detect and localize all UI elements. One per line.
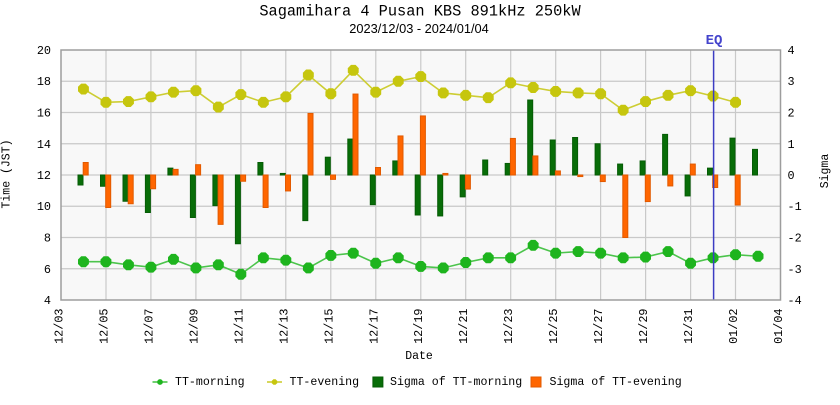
svg-text:12/07: 12/07 bbox=[142, 309, 156, 344]
svg-text:2023/12/03 - 2024/01/04: 2023/12/03 - 2024/01/04 bbox=[349, 21, 488, 36]
svg-text:-2: -2 bbox=[788, 232, 802, 246]
svg-text:12/27: 12/27 bbox=[592, 309, 606, 344]
svg-text:12/29: 12/29 bbox=[637, 309, 651, 344]
svg-text:4: 4 bbox=[788, 44, 795, 58]
svg-text:12/11: 12/11 bbox=[232, 309, 246, 344]
svg-text:18: 18 bbox=[37, 75, 51, 89]
svg-text:20: 20 bbox=[37, 44, 51, 58]
svg-text:12/25: 12/25 bbox=[547, 309, 561, 344]
svg-text:6: 6 bbox=[44, 263, 51, 277]
svg-text:Time (JST): Time (JST) bbox=[1, 139, 14, 208]
svg-text:EQ: EQ bbox=[706, 33, 723, 49]
svg-text:-3: -3 bbox=[788, 263, 802, 277]
svg-text:14: 14 bbox=[37, 138, 51, 152]
svg-text:12/03: 12/03 bbox=[53, 309, 67, 344]
svg-text:01/02: 01/02 bbox=[727, 309, 741, 344]
svg-text:Sigma: Sigma bbox=[819, 154, 832, 189]
svg-text:Sigma of TT-evening: Sigma of TT-evening bbox=[550, 376, 682, 389]
svg-text:12/23: 12/23 bbox=[502, 309, 516, 344]
svg-text:12/05: 12/05 bbox=[98, 309, 112, 344]
svg-text:10: 10 bbox=[37, 200, 51, 214]
svg-text:12/17: 12/17 bbox=[367, 309, 381, 344]
svg-text:3: 3 bbox=[788, 75, 795, 89]
svg-text:12/21: 12/21 bbox=[457, 309, 471, 344]
svg-text:16: 16 bbox=[37, 107, 51, 121]
svg-text:01/04: 01/04 bbox=[772, 309, 786, 344]
svg-text:Sagamihara 4 Pusan KBS 891kHz: Sagamihara 4 Pusan KBS 891kHz 250kW bbox=[259, 3, 581, 21]
svg-text:2: 2 bbox=[788, 107, 795, 121]
svg-text:4: 4 bbox=[44, 294, 51, 308]
svg-text:1: 1 bbox=[788, 138, 795, 152]
svg-text:12/09: 12/09 bbox=[187, 309, 201, 344]
svg-text:Sigma of TT-morning: Sigma of TT-morning bbox=[390, 376, 522, 389]
svg-text:12/31: 12/31 bbox=[682, 309, 696, 344]
svg-text:12/15: 12/15 bbox=[322, 309, 336, 344]
svg-text:12/19: 12/19 bbox=[412, 309, 426, 344]
svg-text:-1: -1 bbox=[788, 200, 802, 214]
svg-text:-4: -4 bbox=[788, 294, 802, 308]
svg-text:12/13: 12/13 bbox=[277, 309, 291, 344]
svg-text:TT-morning: TT-morning bbox=[175, 376, 245, 389]
svg-text:0: 0 bbox=[788, 169, 795, 183]
svg-text:8: 8 bbox=[44, 232, 51, 246]
svg-text:Date: Date bbox=[405, 350, 433, 363]
svg-text:12: 12 bbox=[37, 169, 51, 183]
svg-text:TT-evening: TT-evening bbox=[290, 376, 360, 389]
